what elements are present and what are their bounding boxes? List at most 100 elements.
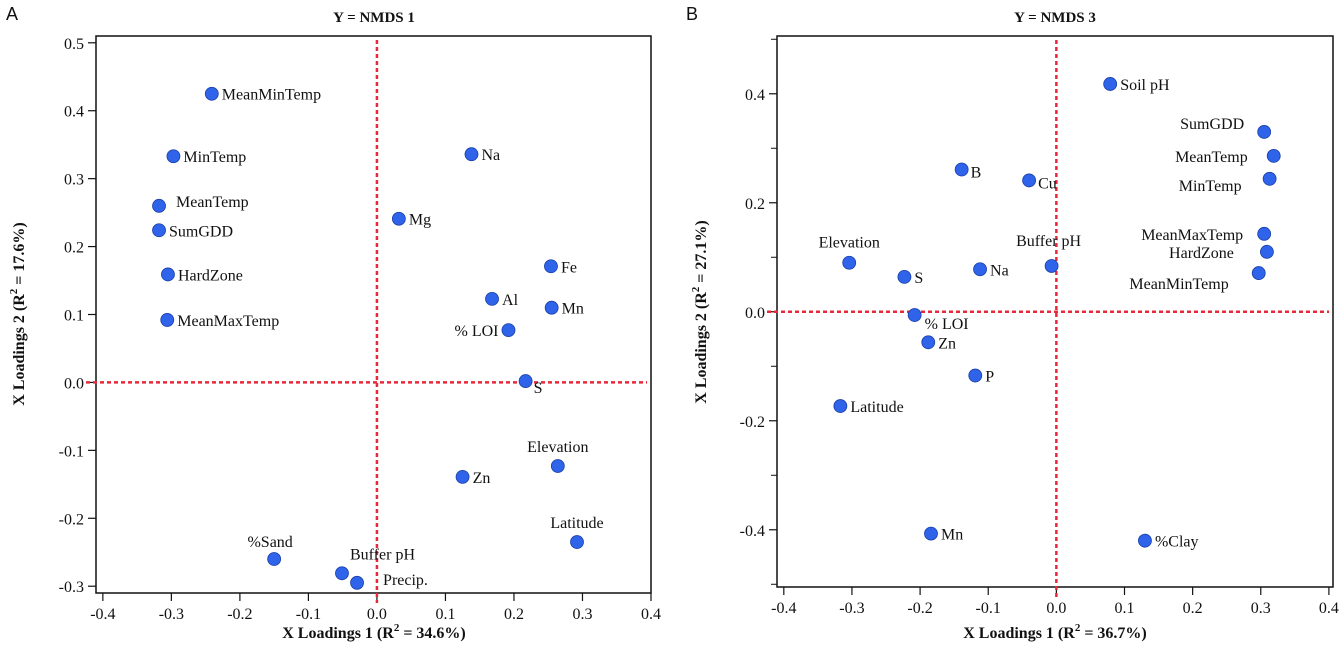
data-point-label: MinTemp <box>183 149 246 166</box>
panel-letter-a: A <box>6 4 18 24</box>
data-point-label: Mg <box>409 212 431 229</box>
y-tick-label: 0.0 <box>745 305 765 322</box>
y-tick-label: 0.1 <box>64 308 84 325</box>
y-tick-label: -0.2 <box>59 511 84 528</box>
data-point <box>335 566 349 581</box>
data-point-label: HardZone <box>1169 245 1234 262</box>
data-point-label: Soil pH <box>1120 77 1170 94</box>
x-tick-label: -0.3 <box>159 606 184 623</box>
data-point-label: %Sand <box>247 534 292 551</box>
x-tick-label: 0.0 <box>367 606 387 623</box>
data-point <box>973 262 987 277</box>
x-tick-label: -0.2 <box>227 606 252 623</box>
panel-b-x-axis-label: X Loadings 1 (R2 = 36.7%) <box>963 622 1147 642</box>
y-tick-label: 0.2 <box>745 196 765 213</box>
data-point <box>550 459 565 473</box>
panel-b: B Y = NMDS 3 X Loadings 1 (R2 = 36.7%) X… <box>686 4 1339 642</box>
y-tick-label: 0.2 <box>64 240 84 257</box>
x-tick-label: -0.2 <box>907 600 932 617</box>
y-tick-label: 0.4 <box>745 87 765 104</box>
data-point-label: Na <box>990 262 1009 279</box>
data-point-label: SumGDD <box>169 223 233 240</box>
data-point-label: Mn <box>941 527 963 544</box>
data-point-label: Latitude <box>850 399 903 416</box>
data-point-label: MeanMinTemp <box>222 87 321 104</box>
data-point <box>1103 77 1118 91</box>
panel-b-y-axis-label: X Loadings 2 (R2 = 27.1%) <box>690 220 710 404</box>
data-point <box>921 335 936 350</box>
x-tick-label: -0.4 <box>90 606 115 623</box>
data-point <box>204 86 219 101</box>
data-point-label: Precip. <box>383 572 428 589</box>
x-tick-label: 0.2 <box>1183 600 1203 617</box>
y-tick-label: -0.2 <box>740 414 765 431</box>
data-point <box>897 269 912 284</box>
panel-letter-b: B <box>686 4 698 24</box>
data-point-label: MeanMaxTemp <box>1141 227 1243 244</box>
data-point <box>1022 173 1037 188</box>
data-point-label: SumGDD <box>1180 116 1244 133</box>
x-tick-label: 0.1 <box>435 606 455 623</box>
data-point <box>1257 125 1272 139</box>
data-point-label: MeanTemp <box>1175 149 1248 166</box>
data-point <box>842 255 857 270</box>
x-tick-label: -0.1 <box>296 606 321 623</box>
panel-a-x-axis-label: X Loadings 1 (R2 = 34.6%) <box>282 622 466 642</box>
data-point <box>455 469 470 484</box>
data-point <box>570 535 584 549</box>
data-point <box>485 291 499 306</box>
data-point-label: Mn <box>562 301 584 318</box>
data-point <box>1266 149 1281 163</box>
x-tick-label: 0.2 <box>504 606 524 623</box>
x-tick-label: 0.4 <box>641 606 661 623</box>
data-point-label: HardZone <box>178 267 243 284</box>
data-point <box>464 147 479 162</box>
y-tick-label: -0.4 <box>740 523 765 540</box>
data-point <box>907 308 922 322</box>
y-tick-label: 0.3 <box>64 172 84 189</box>
data-point-label: MinTemp <box>1179 178 1242 195</box>
data-point-label: Buffer pH <box>1016 233 1081 250</box>
x-tick-label: 0.4 <box>1319 600 1339 617</box>
data-point <box>501 323 516 338</box>
data-point <box>166 149 181 164</box>
data-point <box>1260 244 1274 259</box>
data-point <box>1044 259 1059 273</box>
data-point-label: Na <box>481 147 500 164</box>
data-point-label: Elevation <box>527 439 588 456</box>
data-point-label: P <box>985 369 994 386</box>
panel-a-title: Y = NMDS 1 <box>333 10 415 26</box>
y-tick-label: 0.5 <box>64 36 84 53</box>
data-point <box>152 223 166 238</box>
data-point <box>833 399 848 413</box>
data-point <box>924 526 938 541</box>
data-point-label: % LOI <box>925 316 969 333</box>
data-point-label: MeanTemp <box>176 194 249 211</box>
data-point <box>1257 226 1272 241</box>
data-point-label: S <box>534 380 543 397</box>
y-tick-label: -0.1 <box>59 443 84 460</box>
data-point-label: Zn <box>473 470 491 487</box>
y-tick-label: 0.0 <box>64 375 84 392</box>
x-tick-label: 0.1 <box>1115 600 1135 617</box>
data-point <box>391 211 406 226</box>
data-point <box>544 259 558 274</box>
data-point-label: %Clay <box>1155 534 1199 551</box>
data-point <box>518 374 533 388</box>
data-point-label: Zn <box>938 335 956 352</box>
data-point-label: Fe <box>561 259 577 276</box>
data-point <box>968 368 983 383</box>
y-tick-label: 0.4 <box>64 104 84 121</box>
data-point <box>160 313 175 327</box>
data-point-label: % LOI <box>454 323 498 340</box>
x-tick-label: 0.0 <box>1046 600 1066 617</box>
data-point <box>954 162 969 177</box>
data-point <box>267 552 282 566</box>
data-point <box>1251 266 1266 280</box>
data-point <box>152 198 166 213</box>
data-point <box>350 575 364 590</box>
data-point <box>1138 533 1152 548</box>
data-point-label: Elevation <box>819 235 880 252</box>
panel-a: A Y = NMDS 1 X Loadings 1 (R2 = 34.6%) X… <box>6 4 661 642</box>
